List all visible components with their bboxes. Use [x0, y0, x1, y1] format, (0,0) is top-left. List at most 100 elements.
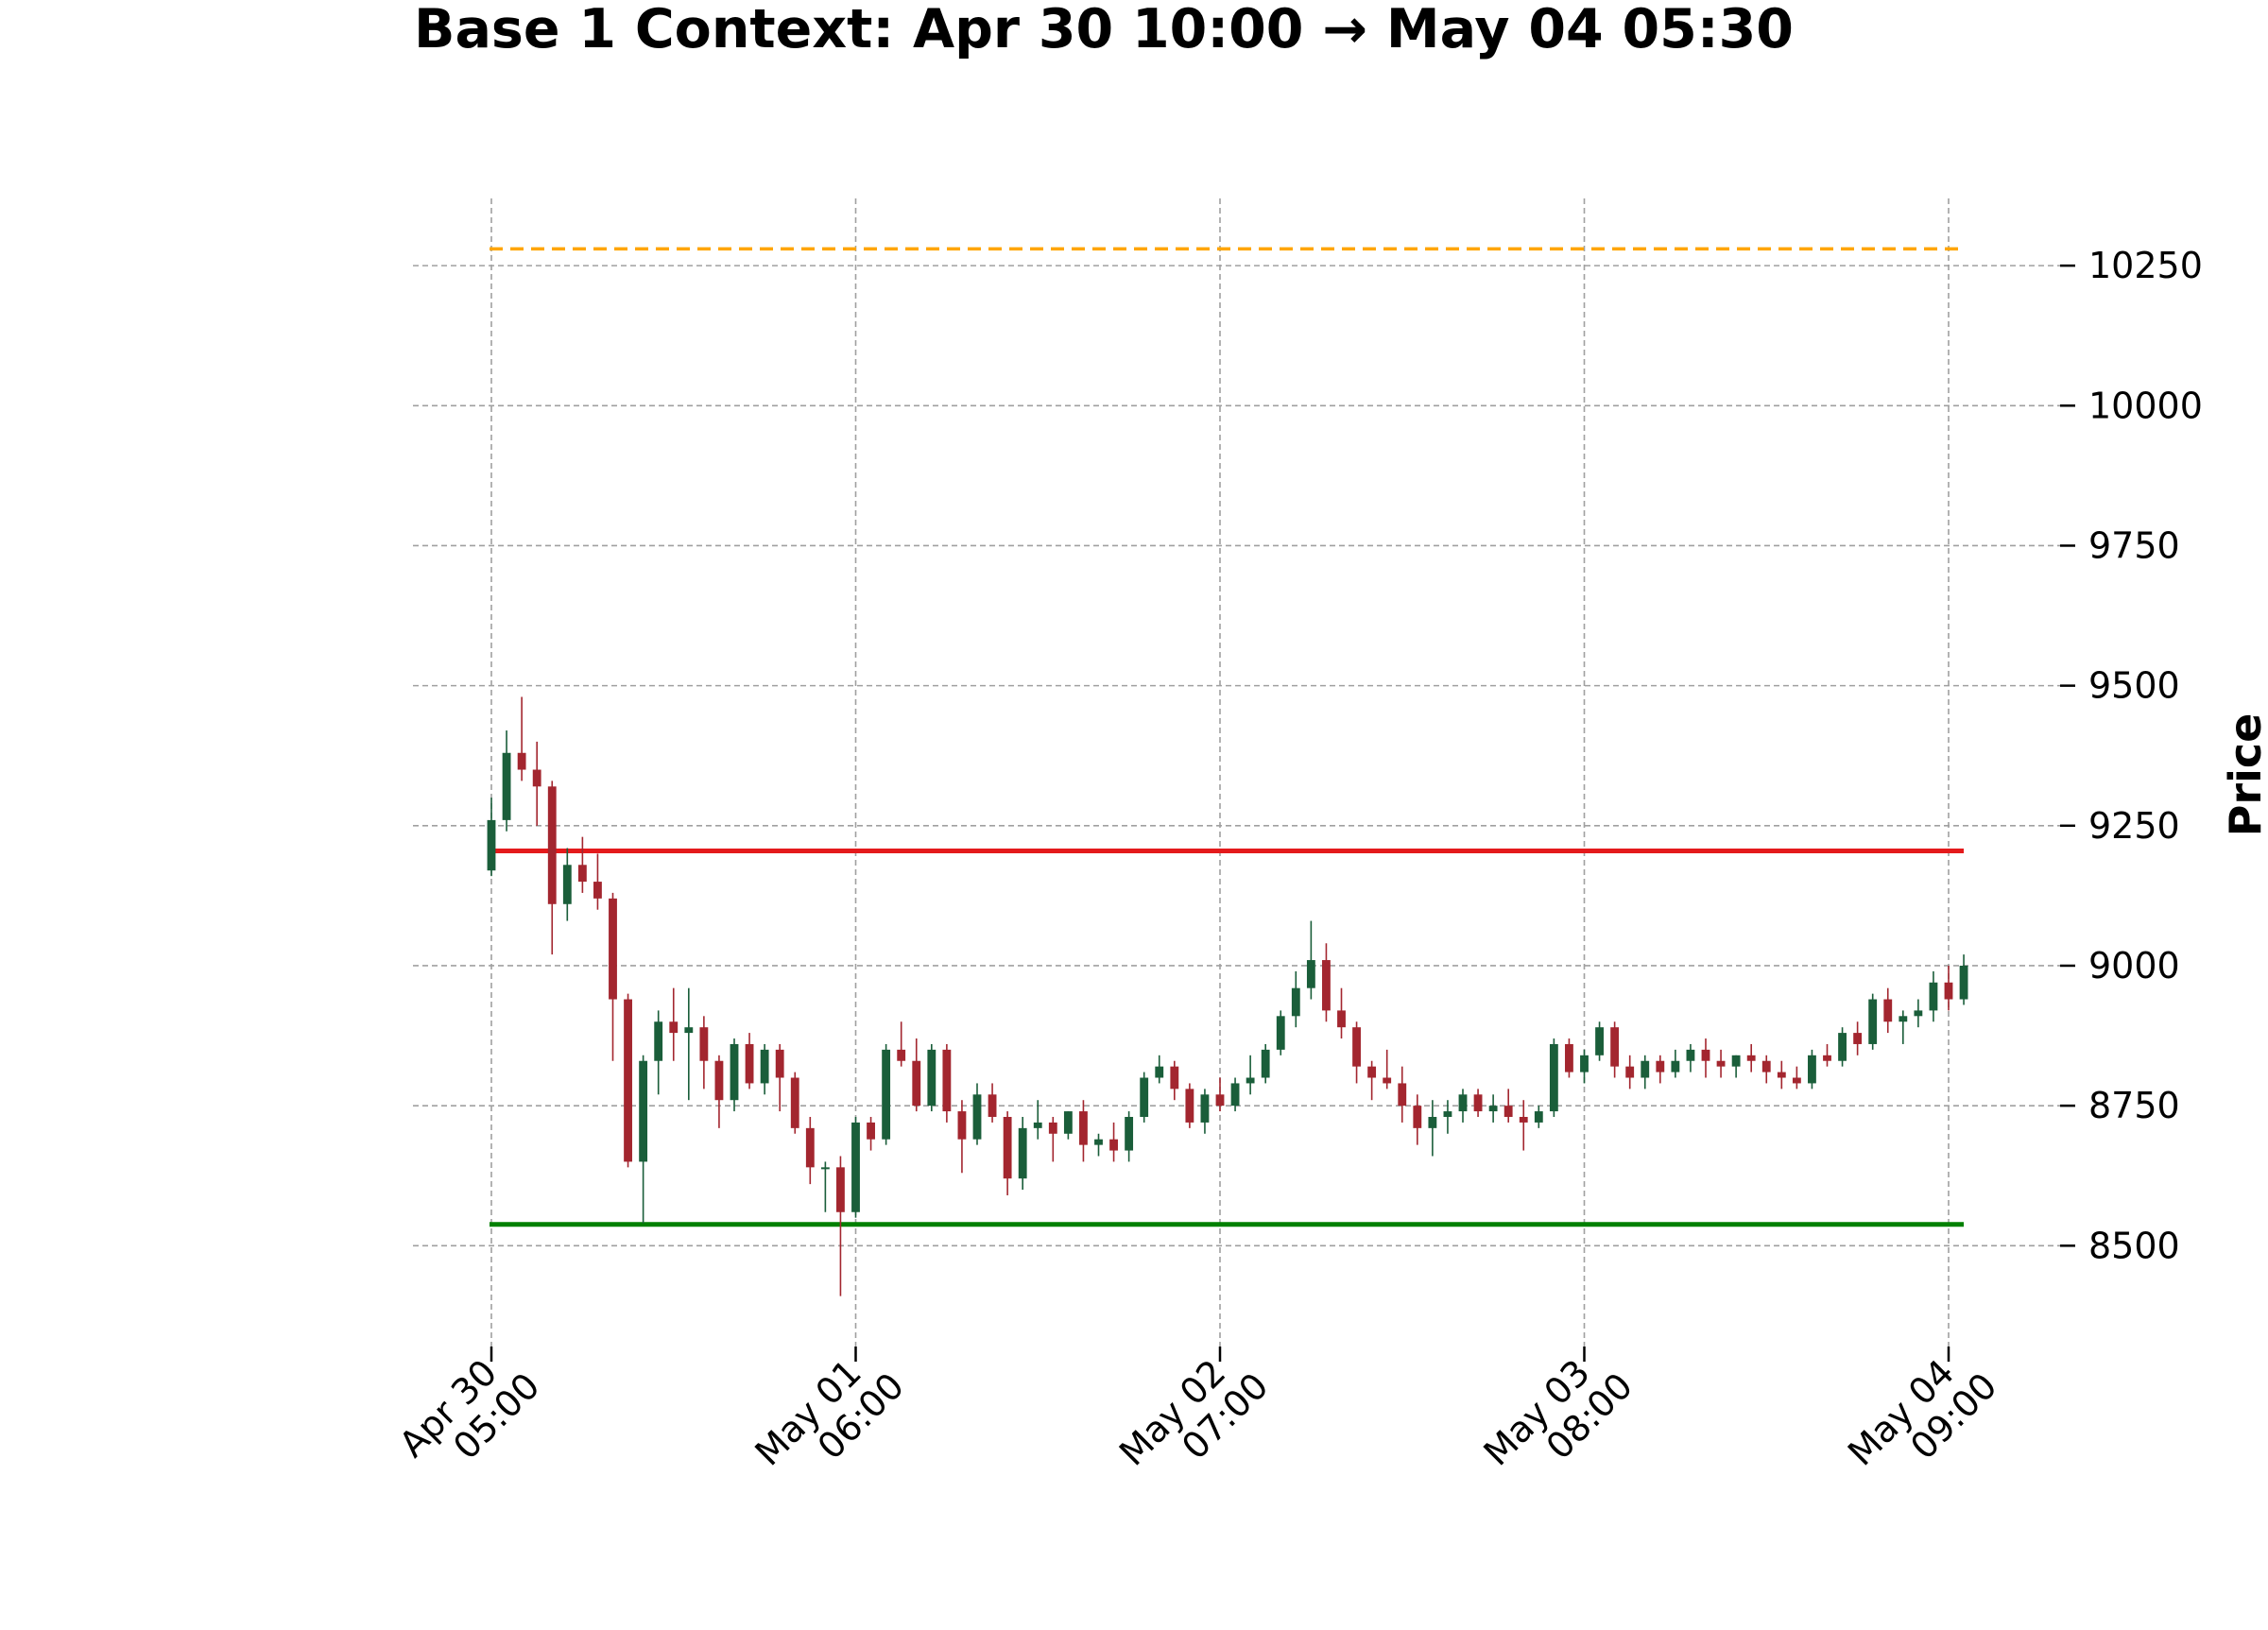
- candle-body: [1746, 1055, 1756, 1061]
- candle-body: [1580, 1055, 1589, 1072]
- candle-down: [790, 1072, 799, 1134]
- candle-up: [1428, 1100, 1437, 1157]
- candle-body: [532, 769, 541, 787]
- candle-body: [1701, 1049, 1710, 1061]
- candle-down: [942, 1043, 952, 1123]
- candle-body: [1337, 1010, 1346, 1028]
- candle-down: [1761, 1055, 1771, 1084]
- candle-body: [1595, 1027, 1604, 1055]
- candle-up: [1063, 1111, 1073, 1140]
- candle-body: [1868, 999, 1878, 1044]
- candle-body: [1549, 1043, 1558, 1112]
- candle-body: [1306, 960, 1315, 988]
- candle-body: [790, 1077, 799, 1128]
- candle-up: [1488, 1094, 1498, 1123]
- candle-body: [1473, 1094, 1483, 1112]
- candle-body: [972, 1094, 982, 1140]
- candle-body: [1519, 1117, 1528, 1123]
- candle-body: [669, 1021, 679, 1034]
- candle-body: [1140, 1077, 1149, 1117]
- candle-down: [1367, 1060, 1377, 1101]
- candle-down: [1337, 987, 1346, 1039]
- candle-up: [487, 798, 496, 877]
- candle-body: [882, 1049, 891, 1140]
- candle-body: [1200, 1094, 1210, 1123]
- candle-up: [820, 1161, 830, 1212]
- chart-title: Base 1 Context: Apr 30 10:00 → May 04 05…: [414, 0, 1794, 60]
- candle-up: [1458, 1089, 1468, 1123]
- candle-body: [1033, 1122, 1042, 1128]
- candle-down: [1610, 1021, 1620, 1078]
- candle-up: [1534, 1106, 1543, 1128]
- candle-body: [1398, 1083, 1407, 1107]
- candle-down: [1565, 1038, 1573, 1078]
- candle-body: [1944, 982, 1953, 1000]
- candle-body: [1565, 1043, 1573, 1072]
- candle-body: [1625, 1066, 1635, 1078]
- candle-body: [654, 1021, 663, 1061]
- candle-body: [1185, 1089, 1194, 1123]
- y-tick-label: 9250: [2088, 805, 2180, 847]
- candle-body: [775, 1049, 784, 1078]
- candle-down: [609, 892, 617, 1061]
- candle-body: [593, 882, 602, 899]
- candle-down: [1398, 1066, 1407, 1123]
- candle-down: [1944, 965, 1953, 1011]
- candle-down: [1701, 1038, 1710, 1078]
- candle-body: [1853, 1033, 1863, 1044]
- candle-up: [760, 1043, 769, 1095]
- candle-up: [972, 1083, 982, 1145]
- candle-up: [1443, 1100, 1452, 1134]
- candle-up: [1306, 920, 1315, 1000]
- candle-up: [684, 987, 694, 1101]
- candle-body: [1322, 960, 1331, 1011]
- candle-down: [1003, 1111, 1012, 1195]
- candle-body: [1230, 1083, 1240, 1107]
- candle-body: [1094, 1139, 1103, 1145]
- candle-up: [639, 1055, 648, 1224]
- y-tick-label: 8750: [2088, 1085, 2180, 1126]
- candle-down: [957, 1100, 967, 1174]
- y-tick-label: 8500: [2088, 1225, 2180, 1266]
- candle-body: [912, 1060, 921, 1107]
- candle-up: [1838, 1027, 1847, 1067]
- candle-body: [1959, 965, 1968, 1000]
- candle-down: [867, 1117, 875, 1151]
- candle-body: [609, 898, 617, 1000]
- candle-up: [1230, 1077, 1240, 1112]
- candle-body: [1488, 1106, 1498, 1112]
- candle-down: [745, 1033, 754, 1090]
- candle-up: [1276, 1010, 1285, 1055]
- candle-down: [912, 1038, 921, 1112]
- candle-down: [1048, 1117, 1057, 1162]
- candle-up: [1929, 970, 1938, 1022]
- candle-down: [836, 1156, 845, 1296]
- candle-down: [1656, 1055, 1665, 1084]
- candle-body: [820, 1167, 830, 1170]
- y-tick-label: 10250: [2088, 245, 2203, 286]
- levels-layer: [490, 247, 1965, 1227]
- candle-up: [1868, 993, 1878, 1050]
- candle-body: [1808, 1055, 1816, 1084]
- candle-body: [1413, 1106, 1422, 1128]
- candle-down: [1352, 1021, 1361, 1084]
- candle-body: [851, 1122, 860, 1212]
- candle-body: [1428, 1117, 1437, 1128]
- candle-body: [1899, 1016, 1908, 1022]
- candle-body: [699, 1027, 709, 1061]
- candle-up: [562, 848, 572, 921]
- candle-body: [730, 1043, 739, 1101]
- candle-body: [1109, 1139, 1118, 1151]
- candle-up: [1094, 1133, 1103, 1157]
- candle-down: [1473, 1089, 1483, 1117]
- candle-up: [654, 1010, 663, 1095]
- candle-up: [1018, 1117, 1027, 1191]
- candle-up: [1200, 1089, 1210, 1134]
- candle-body: [1929, 982, 1938, 1011]
- candle-body: [1352, 1027, 1361, 1067]
